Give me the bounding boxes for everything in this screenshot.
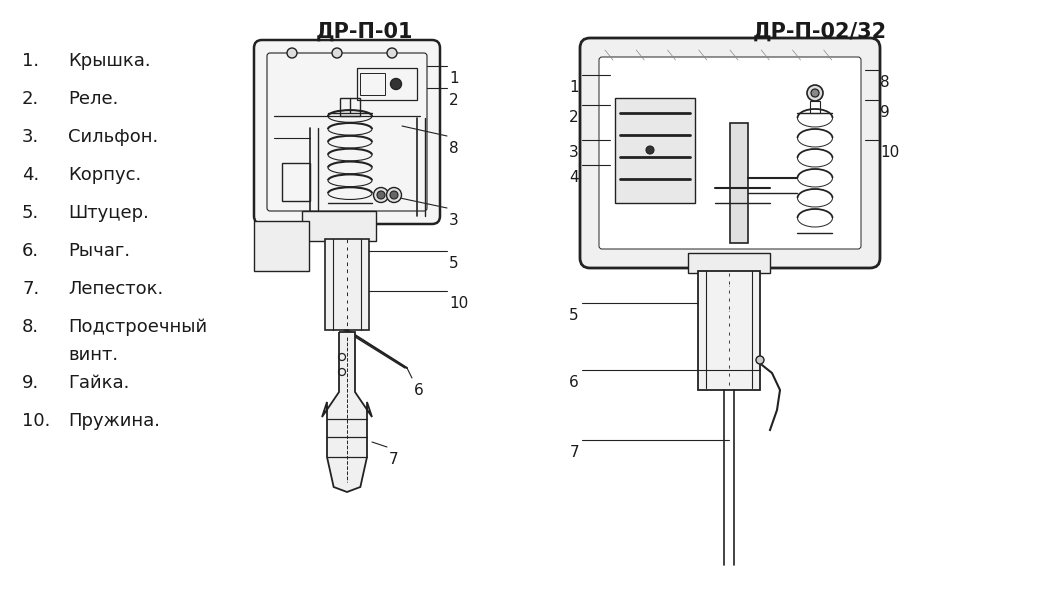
Text: 9.: 9. <box>22 374 39 392</box>
Text: ДР-П-01: ДР-П-01 <box>316 22 413 42</box>
Text: 5.: 5. <box>22 204 39 222</box>
Text: Сильфон.: Сильфон. <box>68 128 159 146</box>
Text: Реле.: Реле. <box>68 90 118 108</box>
Text: 7: 7 <box>389 452 398 467</box>
Text: 10: 10 <box>880 145 900 160</box>
Bar <box>357 68 418 100</box>
Text: 10.: 10. <box>22 412 51 430</box>
Text: 4: 4 <box>570 170 579 185</box>
Circle shape <box>806 85 823 101</box>
Text: 3: 3 <box>570 145 579 160</box>
Circle shape <box>387 48 397 58</box>
Text: 8: 8 <box>449 141 459 156</box>
Bar <box>615 98 696 203</box>
Text: Штуцер.: Штуцер. <box>68 204 149 222</box>
Text: Крышка.: Крышка. <box>68 52 151 70</box>
Circle shape <box>288 48 297 58</box>
Bar <box>282 163 310 201</box>
Bar <box>810 101 820 113</box>
Bar <box>360 73 385 95</box>
Circle shape <box>373 188 389 202</box>
FancyBboxPatch shape <box>580 38 880 268</box>
Bar <box>730 123 748 243</box>
Circle shape <box>377 191 385 199</box>
Circle shape <box>390 79 402 89</box>
Circle shape <box>646 146 654 154</box>
Text: Рычаг.: Рычаг. <box>68 242 130 260</box>
Text: Подстроечный: Подстроечный <box>68 318 207 336</box>
Text: 6: 6 <box>414 383 424 398</box>
Text: Лепесток.: Лепесток. <box>68 280 163 298</box>
Circle shape <box>332 48 342 58</box>
Text: 8.: 8. <box>22 318 39 336</box>
Text: 2: 2 <box>449 93 459 108</box>
Bar <box>340 98 360 116</box>
Text: ДР-П-02/32: ДР-П-02/32 <box>753 22 887 42</box>
Circle shape <box>756 356 764 364</box>
Text: 10: 10 <box>449 296 468 311</box>
PathPatch shape <box>322 332 372 492</box>
Text: 7.: 7. <box>22 280 39 298</box>
Text: 1.: 1. <box>22 52 39 70</box>
Text: 9: 9 <box>880 105 890 120</box>
Bar <box>324 239 369 330</box>
Text: Гайка.: Гайка. <box>68 374 129 392</box>
FancyBboxPatch shape <box>254 40 440 224</box>
Text: 3.: 3. <box>22 128 39 146</box>
Text: 4.: 4. <box>22 166 39 184</box>
Text: 2.: 2. <box>22 90 39 108</box>
Text: Пружина.: Пружина. <box>68 412 160 430</box>
Text: Корпус.: Корпус. <box>68 166 142 184</box>
Text: 7: 7 <box>570 445 579 460</box>
Bar <box>302 211 376 241</box>
Bar <box>688 253 769 273</box>
Bar <box>254 221 309 271</box>
Text: винт.: винт. <box>68 346 118 364</box>
Circle shape <box>390 191 398 199</box>
Text: 3: 3 <box>449 213 459 228</box>
Text: 2: 2 <box>570 110 579 125</box>
Circle shape <box>387 188 402 202</box>
Bar <box>698 271 760 390</box>
Text: 6.: 6. <box>22 242 39 260</box>
FancyBboxPatch shape <box>599 57 861 249</box>
Text: 1: 1 <box>570 80 579 95</box>
Circle shape <box>811 89 819 97</box>
Text: 5: 5 <box>449 256 459 271</box>
Text: 6: 6 <box>570 375 579 390</box>
Text: 1: 1 <box>449 71 459 86</box>
Text: 8: 8 <box>880 75 890 90</box>
Text: 5: 5 <box>570 308 579 323</box>
